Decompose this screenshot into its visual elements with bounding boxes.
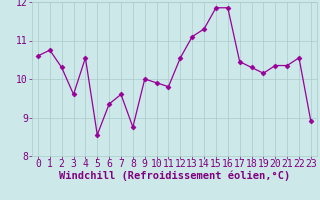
X-axis label: Windchill (Refroidissement éolien,°C): Windchill (Refroidissement éolien,°C) bbox=[59, 171, 290, 181]
